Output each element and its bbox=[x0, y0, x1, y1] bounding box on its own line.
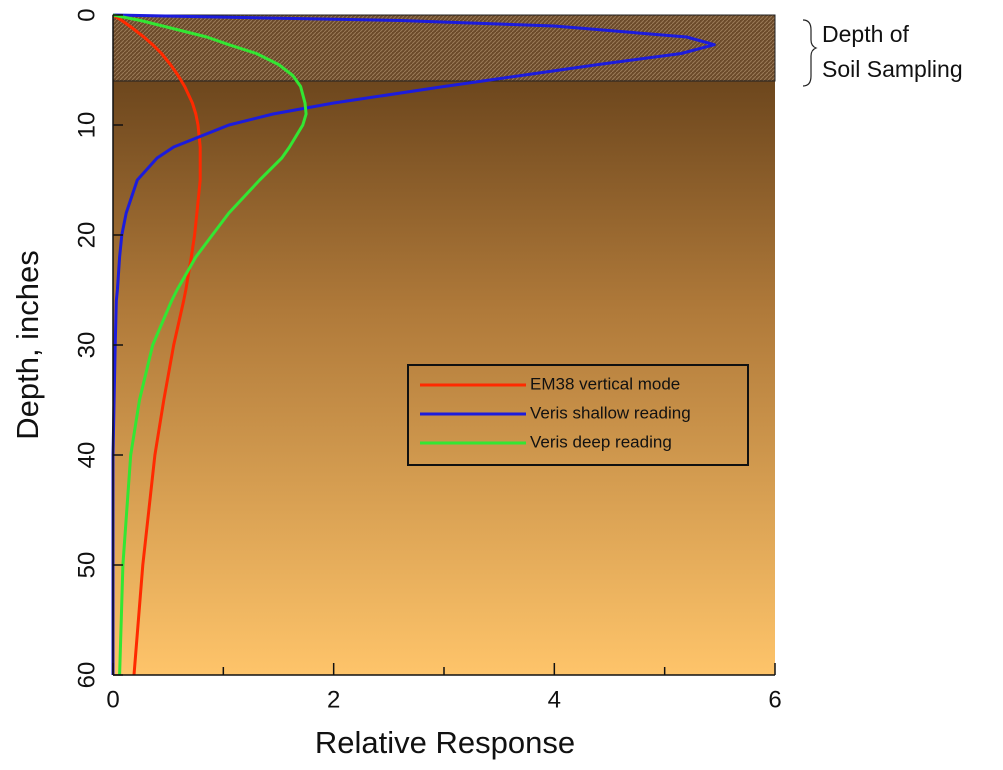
legend-label: Veris shallow reading bbox=[530, 403, 691, 422]
sampling-band bbox=[113, 15, 775, 81]
x-tick-label: 2 bbox=[327, 686, 340, 713]
y-tick-label: 20 bbox=[73, 222, 100, 249]
y-tick-label: 30 bbox=[73, 332, 100, 359]
annotation: Depth of bbox=[822, 21, 910, 47]
chart: Depth, inches Relative Response Depth of… bbox=[0, 0, 1003, 765]
y-tick-label: 10 bbox=[73, 112, 100, 139]
y-axis-title: Depth, inches bbox=[10, 250, 45, 440]
brace bbox=[803, 20, 816, 86]
y-tick-label: 60 bbox=[73, 662, 100, 689]
plot-background bbox=[113, 15, 775, 675]
annotation: Soil Sampling bbox=[822, 56, 963, 82]
x-tick-label: 4 bbox=[548, 686, 561, 713]
legend-label: EM38 vertical mode bbox=[530, 374, 680, 393]
y-tick-label: 0 bbox=[73, 8, 100, 21]
y-tick-label: 50 bbox=[73, 552, 100, 579]
legend-label: Veris deep reading bbox=[530, 432, 672, 451]
x-axis-title: Relative Response bbox=[315, 725, 575, 760]
x-tick-label: 6 bbox=[768, 686, 781, 713]
y-tick-label: 40 bbox=[73, 442, 100, 469]
x-tick-label: 0 bbox=[106, 686, 119, 713]
